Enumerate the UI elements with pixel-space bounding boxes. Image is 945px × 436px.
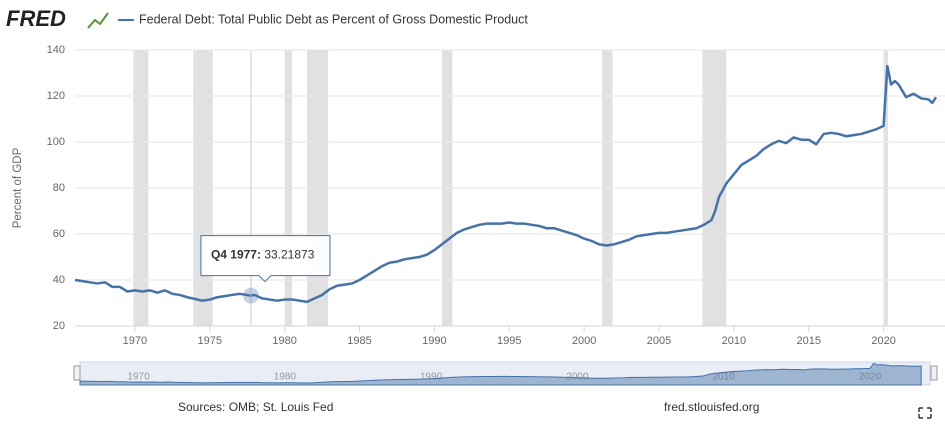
y-tick-label: 140: [47, 44, 65, 56]
x-tick-label: 2015: [796, 335, 820, 347]
y-tick-label: 60: [53, 228, 65, 240]
y-tick-label: 80: [53, 182, 65, 194]
navigator-tick-label: 1980: [274, 372, 297, 383]
legend-entry: Federal Debt: Total Public Debt as Perce…: [139, 12, 528, 26]
navigator-tick-label: 1990: [420, 372, 443, 383]
logo-icon: [87, 12, 109, 29]
y-tick-label: 40: [53, 274, 65, 286]
fullscreen-icon[interactable]: [918, 407, 932, 419]
y-tick-label: 120: [47, 90, 65, 102]
tooltip-sep: :: [257, 248, 264, 262]
y-tick-label: 20: [53, 320, 65, 332]
site: fred.stlouisfed.org: [664, 400, 759, 414]
x-tick-label: 2010: [722, 335, 746, 347]
x-tick-label: 1975: [198, 335, 222, 347]
tooltip-value: 33.21873: [264, 248, 314, 262]
navigator-handle[interactable]: [73, 365, 81, 381]
navigator-tick-label: 2020: [859, 372, 882, 383]
x-tick-label: 1980: [272, 335, 296, 347]
x-tick-label: 1985: [347, 335, 371, 347]
navigator-tick-label: 2000: [566, 372, 589, 383]
navigator-tick-label: 2010: [713, 372, 736, 383]
x-tick-label: 1990: [422, 335, 446, 347]
x-tick-label: 2020: [871, 335, 895, 347]
x-tick-label: 1995: [497, 335, 521, 347]
logo: FRED: [6, 6, 66, 31]
sources: Sources: OMB; St. Louis Fed: [178, 400, 333, 414]
y-tick-label: 100: [47, 136, 65, 148]
x-tick-label: 2000: [572, 335, 596, 347]
tooltip-text: Q4 1977: 33.21873: [211, 248, 315, 262]
navigator-tick-label: 1970: [127, 372, 150, 383]
y-axis-label: Percent of GDP: [12, 147, 24, 228]
x-tick-label: 2005: [647, 335, 671, 347]
navigator-handle[interactable]: [930, 365, 938, 381]
navigator-area: [79, 362, 922, 386]
tooltip-label: Q4 1977: [211, 248, 257, 262]
x-tick-label: 1970: [123, 335, 147, 347]
tooltip-box: [200, 235, 331, 283]
data-line: [74, 64, 938, 304]
hover-marker: [242, 287, 259, 304]
